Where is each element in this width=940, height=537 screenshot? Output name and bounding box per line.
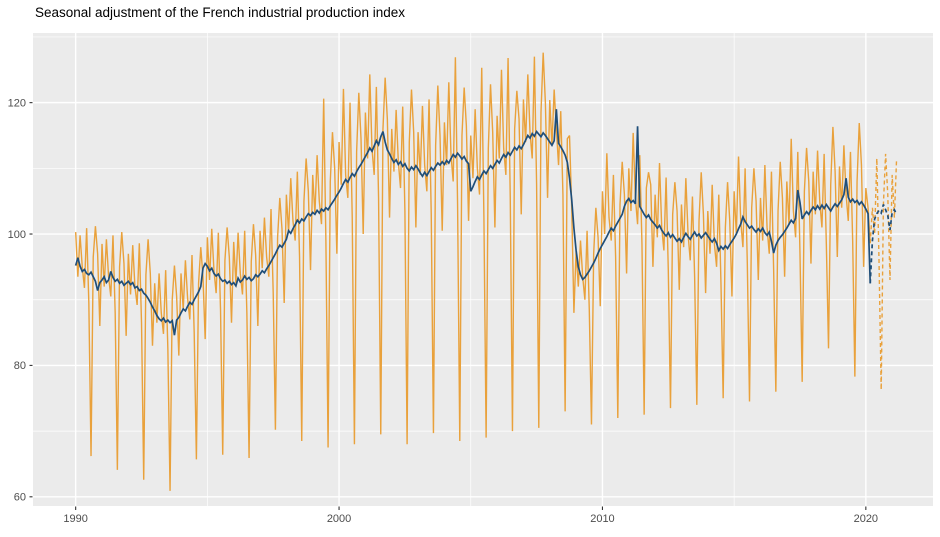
series-seasonally-adjusted-line [74, 109, 872, 336]
plot-panel-background [33, 33, 933, 506]
series-seasonally-adjusted-forecast-line [869, 204, 898, 284]
series-original-line [74, 52, 871, 491]
x-axis-tick-label: 1990 [63, 513, 87, 525]
chart-title: Seasonal adjustment of the French indust… [35, 5, 405, 20]
x-axis-tick-label: 2000 [327, 513, 351, 525]
y-axis-tick-label: 100 [8, 229, 26, 241]
x-axis-tick-label: 2020 [854, 513, 878, 525]
y-axis-tick-label: 120 [8, 97, 26, 109]
y-axis-tick-label: 60 [14, 492, 26, 504]
y-axis-tick-label: 80 [14, 360, 26, 372]
x-axis-tick-label: 2010 [590, 513, 614, 525]
